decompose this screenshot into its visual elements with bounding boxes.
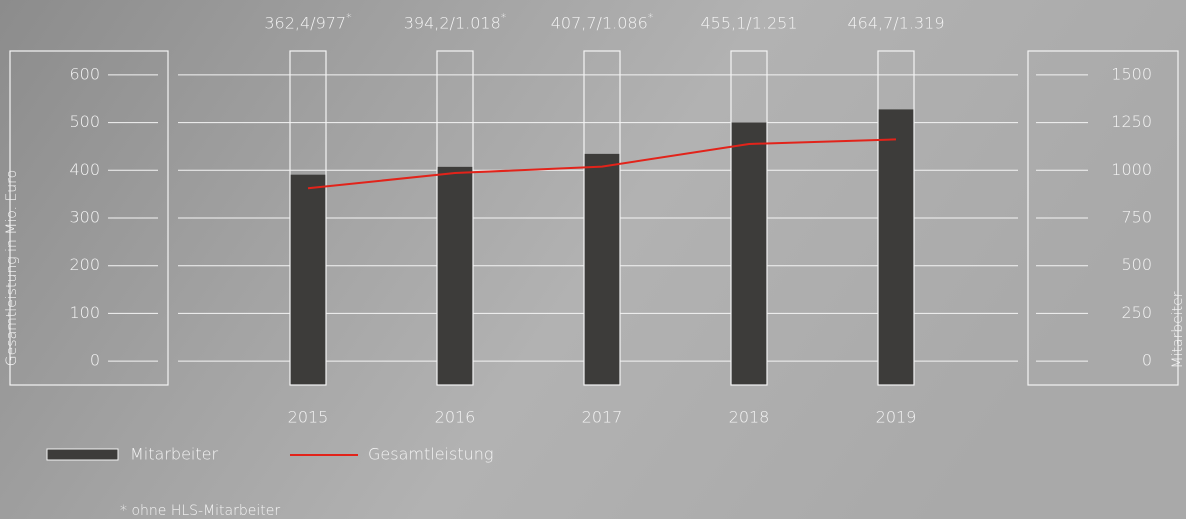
bar (878, 109, 914, 385)
y2-axis-label: Mitarbeiter (1170, 291, 1186, 368)
y2-tick-label: 250 (1121, 303, 1152, 322)
bar-frame (436, 50, 474, 386)
legend-label: Mitarbeiter (130, 445, 218, 464)
bar (731, 122, 767, 386)
x-tick-label: 2016 (435, 408, 476, 427)
bar-frame (877, 50, 915, 386)
y2-tick-label: 1000 (1111, 160, 1152, 179)
legend-swatch-bar (46, 448, 119, 461)
bar-frame (289, 50, 327, 386)
y-tick-label: 500 (69, 112, 100, 131)
bar (437, 166, 473, 385)
y-tick-label: 300 (69, 208, 100, 227)
y-tick-label: 400 (69, 160, 100, 179)
data-label: 455,1/1.251 (701, 14, 798, 33)
line (307, 138, 897, 190)
footnote: * ohne HLS-Mitarbeiter (120, 503, 280, 519)
data-label: 394,2/1.018* (404, 11, 507, 33)
bar (584, 153, 620, 385)
bar-frame (583, 50, 621, 386)
y-tick-label: 200 (69, 255, 100, 274)
x-tick-label: 2015 (288, 408, 329, 427)
x-tick-label: 2019 (876, 408, 917, 427)
y-axis-label: Gesamtleistung in Mio. Euro (4, 170, 20, 366)
y2-tick-label: 1250 (1111, 112, 1152, 131)
y-tick-label: 100 (69, 303, 100, 322)
left-axis-frame (9, 50, 169, 386)
data-label: 362,4/977* (264, 11, 352, 33)
bar-frame (730, 50, 768, 386)
right-axis-frame (1027, 50, 1179, 386)
y2-tick-label: 750 (1121, 208, 1152, 227)
x-tick-label: 2017 (582, 408, 623, 427)
y2-tick-label: 500 (1121, 255, 1152, 274)
data-label: 407,7/1.086* (551, 11, 654, 33)
x-tick-label: 2018 (729, 408, 770, 427)
y2-tick-label: 1500 (1111, 64, 1152, 83)
bar (290, 174, 326, 385)
y2-tick-label: 0 (1142, 351, 1152, 370)
y-tick-label: 0 (90, 351, 100, 370)
legend-label: Gesamtleistung (368, 445, 493, 464)
y-tick-label: 600 (69, 64, 100, 83)
data-label: 464,7/1.319 (848, 14, 945, 33)
